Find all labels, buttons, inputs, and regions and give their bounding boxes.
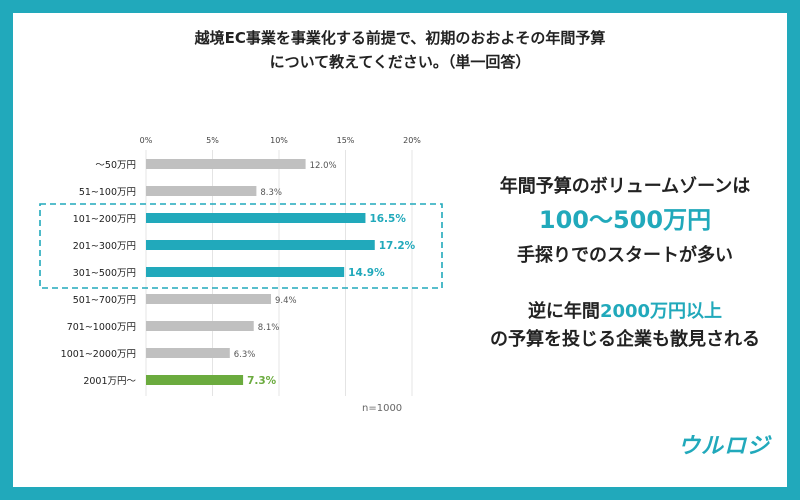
category-label: 101~200万円 <box>73 214 136 225</box>
panel-line-5: の予算を投じる企業も散見される <box>490 329 760 350</box>
x-tick-label: 20% <box>403 136 421 145</box>
data-label: 12.0% <box>310 161 337 171</box>
x-tick-label: 5% <box>206 136 219 145</box>
category-label: 501~700万円 <box>73 295 136 306</box>
title-line-2: について教えてください。（単一回答） <box>269 53 531 71</box>
category-label: 701~1000万円 <box>67 322 136 333</box>
data-label: 16.5% <box>369 213 406 225</box>
data-label: 6.3% <box>234 350 256 360</box>
data-label: 7.3% <box>247 375 277 387</box>
category-label: 301~500万円 <box>73 268 136 279</box>
data-label: 9.4% <box>275 296 297 306</box>
title-line-1: 越境EC事業を事業化する前提で、初期のおおよその年間予算 <box>194 29 606 47</box>
category-label: 1001~2000万円 <box>61 349 136 360</box>
category-label: 201~300万円 <box>73 241 136 252</box>
sample-size-note: n=1000 <box>362 403 402 414</box>
bar <box>146 375 244 385</box>
bar <box>146 240 375 250</box>
panel-line-4-accent: 2000万円以上 <box>599 301 723 322</box>
category-label: 2001万円〜 <box>83 376 136 387</box>
panel-line-3: 手探りでのスタートが多い <box>517 245 733 266</box>
data-label: 8.3% <box>260 188 282 198</box>
panel-line-2: 100〜500万円 <box>538 206 712 234</box>
data-label: 14.9% <box>348 267 385 279</box>
bar <box>146 186 257 196</box>
brand-logo: ウルロジ <box>678 434 771 459</box>
bar <box>146 213 366 223</box>
panel-line-1: 年間予算のボリュームゾーンは <box>499 176 751 197</box>
bar <box>146 159 306 169</box>
highlight-box <box>39 203 443 289</box>
panel-line-4: 逆に年間2000万円以上 <box>455 297 795 323</box>
bar <box>146 348 230 358</box>
data-label: 8.1% <box>258 323 280 333</box>
category-label: 〜50万円 <box>95 160 136 171</box>
bar <box>146 267 345 277</box>
x-tick-label: 10% <box>270 136 288 145</box>
chart-title: 越境EC事業を事業化する前提で、初期のおおよその年間予算 について教えてください… <box>0 26 800 74</box>
panel-line-4-pre: 逆に年間 <box>527 301 600 322</box>
data-label: 17.2% <box>379 240 416 252</box>
bar <box>146 294 272 304</box>
category-label: 51~100万円 <box>79 187 136 198</box>
x-tick-label: 0% <box>140 136 153 145</box>
x-tick-label: 15% <box>337 136 355 145</box>
bar <box>146 321 254 331</box>
